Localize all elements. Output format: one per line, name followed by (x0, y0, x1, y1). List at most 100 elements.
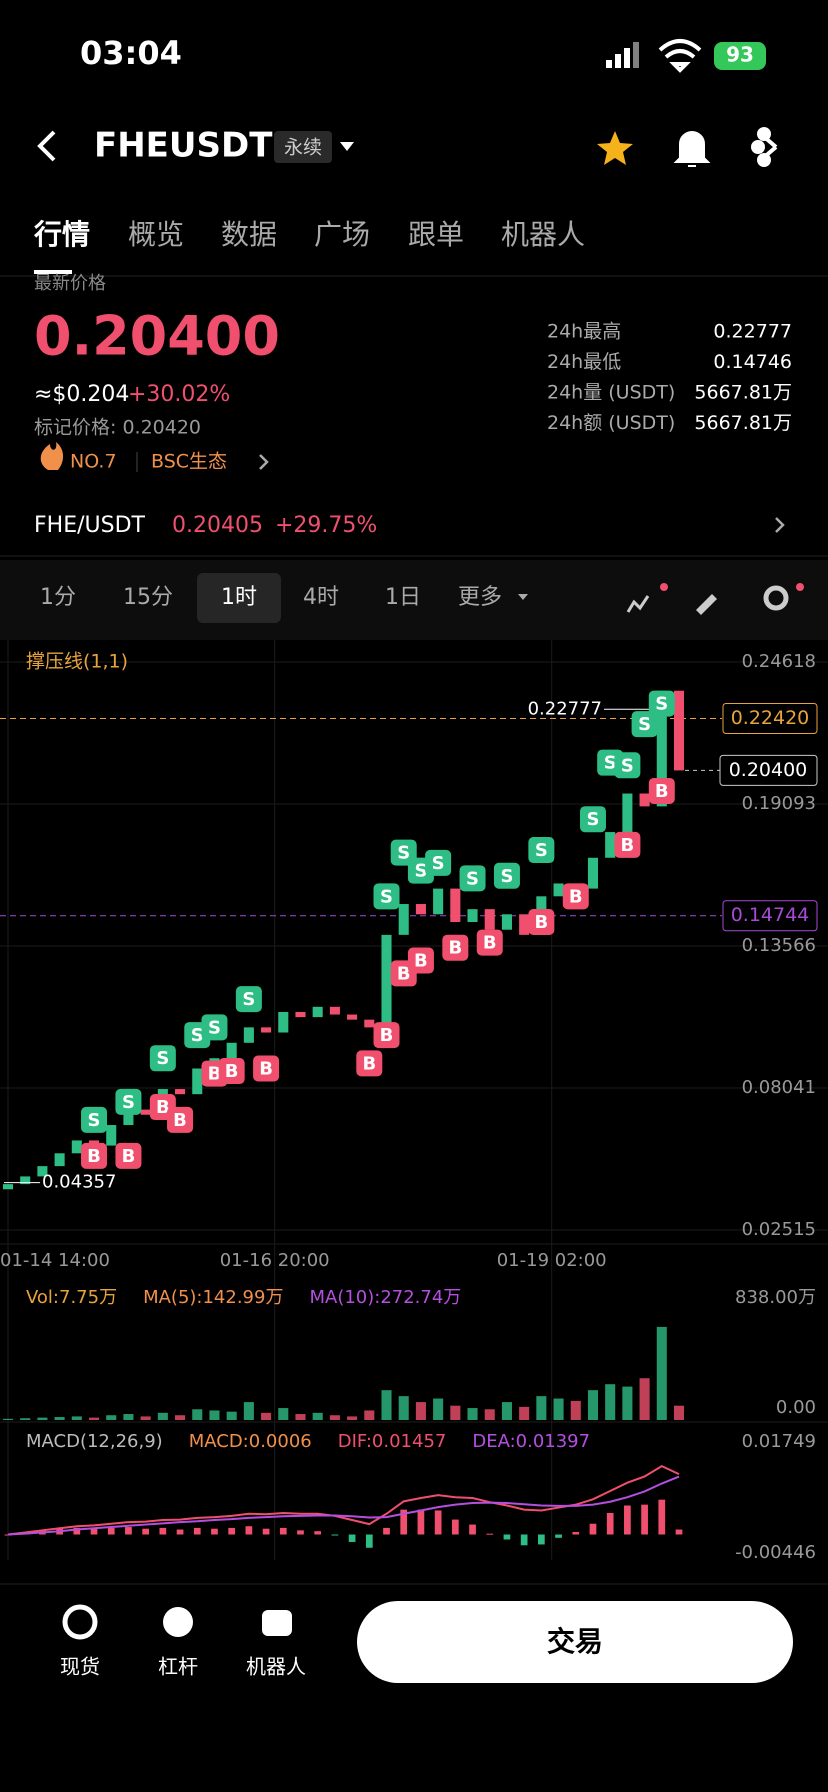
candle (484, 909, 495, 930)
rank: NO.7 (70, 451, 117, 473)
trade-button-label[interactable]: 交易 (547, 1625, 603, 1658)
candle (261, 1027, 272, 1033)
interval[interactable]: 更多 (458, 585, 502, 610)
macd-bar (159, 1527, 167, 1535)
tab[interactable]: 机器人 (501, 218, 585, 251)
stat-value: 0.14746 (713, 351, 792, 373)
nav-label[interactable]: 杠杆 (158, 1655, 198, 1679)
margin-icon[interactable] (163, 1607, 193, 1637)
last-price-label: 0.20400 (729, 759, 808, 781)
macd-bar (503, 1534, 511, 1540)
stat-value: 0.22777 (713, 321, 792, 343)
interval[interactable]: 15分 (123, 585, 173, 610)
candle (622, 793, 633, 833)
trade-side: S (586, 809, 599, 830)
candle (329, 1006, 340, 1015)
trade-button[interactable] (357, 1601, 793, 1683)
volume-bar (54, 1417, 65, 1420)
stat-value: 5667.81万 (694, 412, 792, 434)
stat-label: 24h量 (USDT) (547, 382, 675, 404)
interval[interactable]: 1时 (221, 585, 257, 610)
y-tick-label: 0.13566 (742, 935, 816, 956)
candle (71, 1140, 82, 1154)
low-label: 0.04357 (42, 1172, 116, 1193)
hot-icon (40, 442, 64, 470)
interval[interactable]: 1日 (385, 585, 421, 610)
sector[interactable]: BSC生态 (151, 451, 227, 473)
volume-bar (140, 1416, 151, 1420)
volume-bar (639, 1378, 650, 1420)
y-tick-label: 0.19093 (742, 793, 816, 814)
trade-side: S (500, 866, 513, 887)
trade-side: B (362, 1053, 376, 1074)
trade-side: B (621, 835, 635, 856)
change-percent: +30.02% (128, 382, 230, 407)
volume-legend: MA(5):142.99万 (143, 1287, 283, 1308)
tab[interactable]: 数据 (221, 218, 277, 251)
interval-selected (197, 573, 281, 623)
volume-bar (519, 1406, 530, 1420)
candle (106, 1125, 117, 1146)
volume-bar (622, 1386, 633, 1420)
favorite-star[interactable] (597, 131, 633, 165)
trade-side: S (397, 843, 410, 864)
macd-bar (538, 1534, 545, 1545)
candle (54, 1153, 65, 1167)
trade-side: B (534, 912, 548, 933)
trade-side: B (655, 781, 669, 802)
interval[interactable]: 1分 (40, 585, 76, 610)
settings-icon[interactable] (763, 585, 789, 611)
trade-side: B (156, 1097, 170, 1118)
tab[interactable]: 概览 (128, 218, 184, 251)
trade-side: S (88, 1110, 101, 1131)
indicator-icon[interactable] (626, 595, 650, 613)
tab[interactable]: 行情 (33, 218, 90, 251)
tag-bg (274, 131, 332, 163)
trade-marker (373, 883, 400, 910)
macd-bar (331, 1534, 339, 1536)
stat-label: 24h最高 (547, 321, 621, 343)
back-button[interactable] (37, 130, 56, 162)
y-tick-label: 0.01749 (742, 1431, 816, 1452)
stat-label: 24h最低 (547, 351, 621, 373)
spot-icon[interactable] (62, 1604, 98, 1640)
tab[interactable]: 广场 (314, 218, 370, 251)
x-tick-label: 01-14 14:00 (0, 1250, 110, 1271)
trade-marker (167, 1106, 194, 1133)
macd-bar (211, 1528, 218, 1535)
candle (364, 1019, 375, 1028)
alert-bell[interactable] (673, 131, 711, 167)
volume-bar (88, 1417, 100, 1420)
trade-marker (253, 1055, 280, 1082)
tab[interactable]: 跟单 (408, 218, 464, 251)
candle (20, 1176, 31, 1185)
macd-bar (73, 1527, 81, 1535)
dropdown-arrow[interactable] (340, 142, 354, 151)
chevron[interactable] (775, 517, 785, 533)
nav-label[interactable]: 机器人 (246, 1655, 306, 1679)
volume-bar (467, 1408, 478, 1420)
volume-bar (605, 1384, 616, 1420)
macd-bar (451, 1519, 459, 1535)
interval[interactable]: 4时 (303, 585, 339, 610)
candle (639, 793, 650, 807)
trade-side: S (655, 694, 668, 715)
stat-label: 24h额 (USDT) (547, 412, 675, 434)
mark-price: 标记价格: 0.20420 (34, 417, 201, 439)
last-price-box (719, 754, 818, 786)
draw-icon[interactable] (696, 594, 717, 615)
candle (467, 909, 478, 923)
battery-icon (714, 42, 766, 70)
macd-legend: MACD:0.0006 (189, 1431, 312, 1452)
volume-bar (364, 1410, 375, 1420)
trade-side: S (638, 714, 651, 735)
trade-marker (218, 1058, 245, 1085)
share-icon[interactable] (751, 127, 778, 167)
candle (226, 1042, 237, 1059)
bot-icon[interactable] (262, 1610, 292, 1636)
level-label: 0.14744 (731, 904, 810, 926)
trade-marker (425, 849, 452, 876)
nav-label[interactable]: 现货 (60, 1655, 100, 1679)
chevron[interactable] (259, 454, 269, 470)
usd-price: ≈$0.204 (34, 382, 129, 407)
